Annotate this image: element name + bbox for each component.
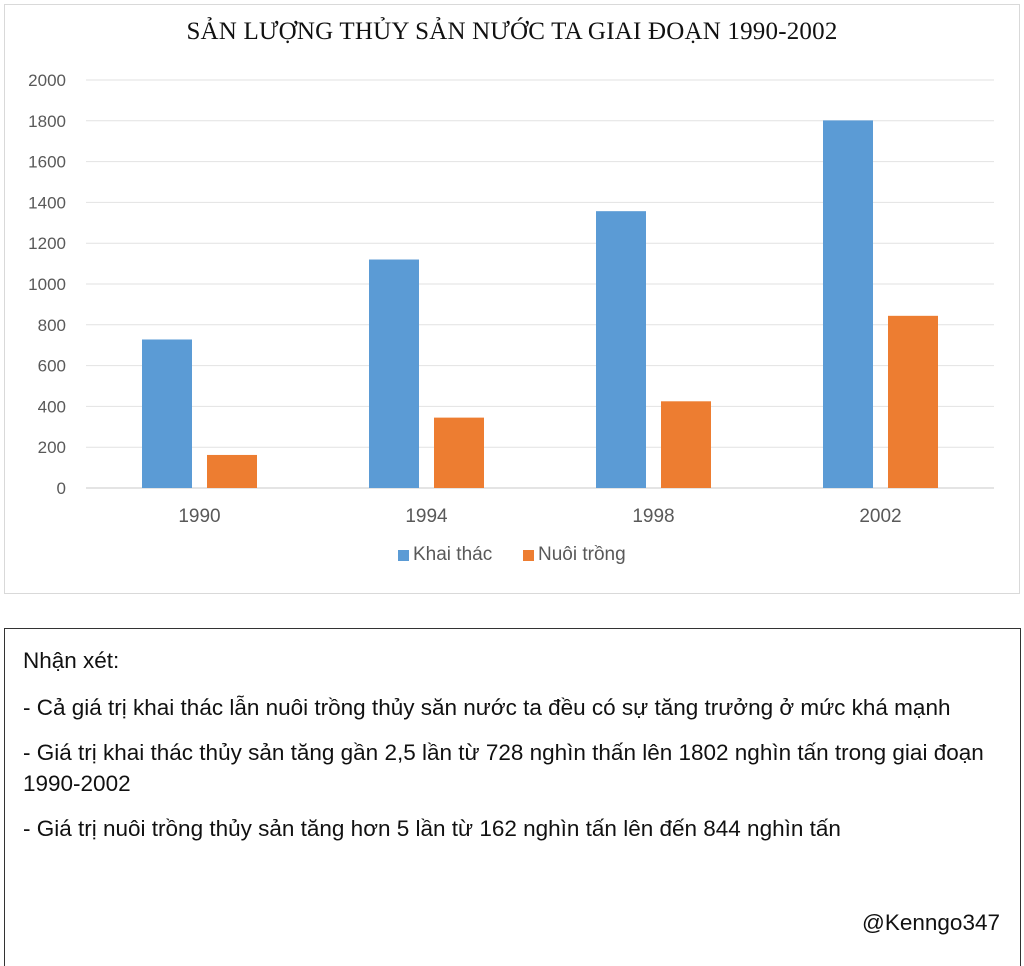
x-tick-label: 1998 bbox=[632, 506, 674, 527]
bar-nuoi-trong-1990 bbox=[207, 454, 257, 488]
y-tick-label: 2000 bbox=[28, 71, 66, 90]
y-tick-label: 1000 bbox=[28, 275, 66, 294]
y-tick-label: 200 bbox=[38, 438, 66, 457]
bar-chart: 0 200 400 600 800 1000 1200 1400 1600 1800 2000 199… bbox=[28, 71, 994, 565]
note-item-1: - Cả giá trị khai thác lẫn nuôi trồng th… bbox=[23, 695, 951, 720]
bar-khai-thac-2002 bbox=[823, 120, 873, 488]
legend-label: Nuôi trồng bbox=[538, 544, 626, 565]
y-tick-label: 400 bbox=[38, 397, 66, 416]
bar-nuoi-trong-1994 bbox=[434, 417, 484, 488]
note-item-3: - Giá trị nuôi trồng thủy sản tăng hơn 5… bbox=[23, 816, 841, 841]
notes-heading: Nhận xét: bbox=[23, 648, 120, 673]
x-tick-label: 2002 bbox=[859, 506, 901, 527]
note-item-2: - Giá trị khai thác thủy sản tăng gần 2,… bbox=[23, 740, 984, 796]
bar-khai-thac-1998 bbox=[596, 211, 646, 488]
chart-title: SẢN LƯỢNG THỦY SẢN NƯỚC TA GIAI ĐOẠN 199… bbox=[186, 18, 838, 45]
legend-swatch bbox=[398, 550, 409, 561]
legend-swatch bbox=[523, 550, 534, 561]
bar-khai-thac-1994 bbox=[369, 259, 419, 488]
bar-nuoi-trong-1998 bbox=[661, 401, 711, 488]
author-signature: @Kenngo347 bbox=[862, 910, 1000, 935]
y-tick-label: 1200 bbox=[28, 234, 66, 253]
y-tick-label: 0 bbox=[57, 479, 66, 498]
x-tick-label: 1994 bbox=[405, 506, 448, 527]
notes-box: Nhận xét: - Cả giá trị khai thác lẫn nuô… bbox=[4, 628, 1021, 966]
bar-khai-thac-1990 bbox=[142, 339, 192, 488]
legend-label: Khai thác bbox=[413, 544, 492, 565]
y-tick-label: 1400 bbox=[28, 193, 66, 212]
y-tick-label: 800 bbox=[38, 316, 66, 335]
bar-nuoi-trong-2002 bbox=[888, 315, 938, 488]
y-tick-label: 600 bbox=[38, 357, 66, 376]
x-tick-label: 1990 bbox=[178, 506, 220, 527]
y-tick-label: 1800 bbox=[28, 112, 66, 131]
y-tick-label: 1600 bbox=[28, 153, 66, 172]
